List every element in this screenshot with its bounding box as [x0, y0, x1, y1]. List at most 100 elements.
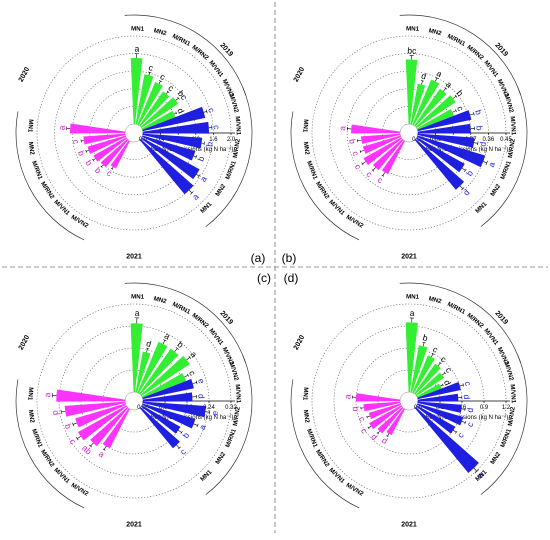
significance-letter: c	[71, 139, 82, 145]
bar-2020-MN1	[356, 393, 400, 401]
significance-letter: bc	[176, 89, 190, 103]
significance-letter: c	[206, 107, 217, 115]
category-label: MN1	[301, 119, 309, 133]
category-label: MN2	[302, 141, 311, 156]
error-bar	[470, 114, 474, 115]
bar-2019-MN1	[406, 322, 418, 392]
significance-letter: b	[195, 154, 206, 162]
category-label: M/VN1	[328, 467, 347, 486]
significance-letter: c	[159, 71, 168, 82]
category-label: MN1	[406, 293, 420, 300]
significance-letter: c	[465, 420, 476, 428]
significance-letter: b	[422, 332, 429, 343]
year-label-2019: 2019	[493, 310, 509, 326]
category-label: M/RN2	[314, 448, 331, 468]
category-label: MN1	[131, 293, 145, 300]
category-label: MN1	[406, 25, 420, 32]
category-label: MN1	[199, 468, 214, 482]
significance-letter: c	[455, 430, 466, 440]
significance-letter: d	[196, 394, 206, 400]
error-bar	[175, 348, 178, 351]
panel-label-b: (b)	[282, 251, 297, 265]
significance-letter: a	[190, 191, 201, 202]
year-label-2021: 2021	[401, 254, 417, 261]
error-bar	[438, 363, 440, 366]
category-label: MN2	[428, 295, 443, 305]
bar-2019-MN1	[131, 58, 143, 124]
category-label: MN1	[199, 200, 214, 214]
significance-letter: a	[197, 423, 208, 431]
significance-letter: c	[68, 437, 79, 447]
error-bar	[440, 385, 443, 386]
significance-letter: a	[135, 308, 140, 318]
significance-letter: b	[347, 138, 358, 144]
significance-letter: a	[337, 125, 347, 131]
significance-letter: b	[83, 158, 94, 168]
significance-letter: a	[342, 394, 352, 400]
error-bar	[184, 375, 188, 377]
significance-letter: c	[359, 426, 370, 436]
category-label: M/RN2	[314, 180, 331, 200]
category-label: MN1	[301, 387, 309, 401]
category-label: M/VN1	[234, 384, 242, 404]
year-label-2020: 2020	[18, 66, 32, 83]
category-label: M/RN1	[446, 33, 467, 48]
error-bar	[163, 340, 165, 344]
significance-letter: b	[474, 125, 484, 131]
error-bar	[159, 81, 160, 84]
category-label: M/RN2	[39, 180, 56, 200]
bar-2020-MN1	[56, 390, 125, 402]
category-label: M/VN1	[53, 199, 72, 218]
category-label: MN2	[153, 27, 168, 37]
error-bar	[149, 72, 150, 75]
category-label: M/VN2	[70, 482, 90, 498]
category-label: M/VN2	[345, 482, 365, 498]
bar-2020-MN1	[351, 124, 400, 133]
significance-letter: b	[473, 109, 484, 117]
bar-2019-MN1	[131, 323, 143, 392]
error-bar	[442, 373, 445, 375]
error-bar	[147, 348, 148, 352]
category-label: MN2	[27, 409, 36, 424]
category-label: M/RN1	[171, 33, 192, 48]
significance-letter: a	[134, 44, 139, 54]
error-bar	[443, 88, 445, 91]
error-bar	[422, 81, 423, 85]
significance-letter: d	[420, 70, 427, 81]
significance-letter: a	[42, 392, 52, 398]
category-label: M/RN2	[507, 138, 517, 159]
year-label-2021: 2021	[126, 254, 142, 261]
category-label: M/RN2	[232, 406, 242, 427]
significance-letter: bc	[407, 45, 417, 55]
significance-letter: a	[486, 160, 497, 168]
significance-letter: c	[148, 62, 155, 73]
category-label: M/VN2	[70, 214, 90, 230]
significance-letter: c	[187, 369, 198, 378]
category-label: M/VN1	[53, 467, 72, 486]
category-label: MN1	[131, 25, 145, 32]
panel-label-d: (d)	[284, 271, 299, 285]
significance-letter: d	[465, 407, 476, 413]
significance-letter: b	[63, 422, 74, 430]
error-bar	[435, 78, 437, 81]
category-label: M/VN1	[482, 327, 500, 347]
significance-letter: c	[376, 175, 385, 186]
error-bar	[423, 343, 424, 347]
significance-letter: b	[93, 165, 104, 176]
panel-label-a: (a)	[251, 251, 266, 265]
category-label: M/VN1	[509, 384, 517, 404]
error-bar	[176, 98, 179, 100]
significance-letter: c	[431, 344, 440, 355]
error-bar	[460, 385, 464, 386]
year-label-2020: 2020	[293, 334, 307, 351]
category-label: M/RN2	[507, 406, 517, 427]
significance-letter: c	[353, 162, 364, 172]
significance-letter: b	[351, 406, 362, 412]
bar-2019-MN1	[406, 59, 418, 124]
